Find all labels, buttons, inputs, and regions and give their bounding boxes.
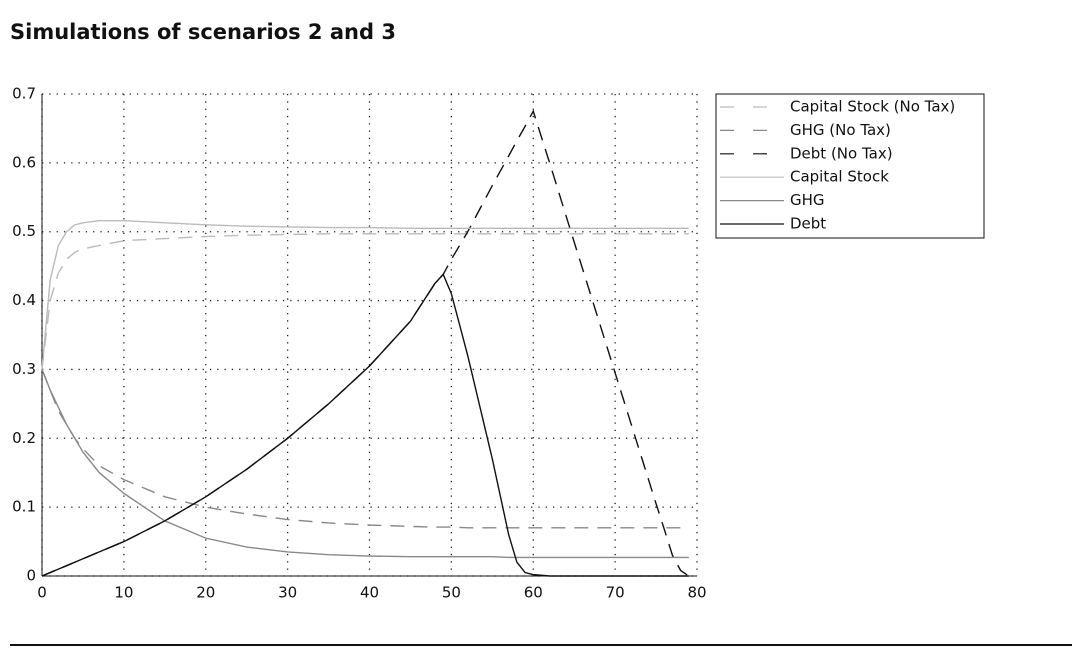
x-tick-label: 20: [196, 584, 215, 602]
x-tick-label: 80: [687, 584, 706, 602]
legend-label: GHG (No Tax): [790, 121, 891, 139]
y-tick-label: 0: [26, 567, 36, 585]
series-line: [41, 369, 689, 559]
y-tick-label: 0.3: [12, 360, 36, 378]
x-tick-label: 10: [114, 584, 133, 602]
x-tick-label: 0: [37, 584, 47, 602]
y-tick-label: 0.5: [12, 222, 36, 240]
x-tick-label: 50: [442, 584, 461, 602]
legend-label: Capital Stock: [790, 168, 889, 186]
x-tick-label: 60: [524, 584, 543, 602]
series-line: [41, 273, 689, 577]
x-tick-label: 30: [278, 584, 297, 602]
y-tick-label: 0.7: [12, 85, 36, 103]
legend-box: [715, 93, 985, 239]
series-line: [41, 219, 689, 370]
legend-label: Debt (No Tax): [790, 144, 893, 162]
legend-label: GHG: [790, 191, 825, 209]
legend-label: Debt: [790, 215, 826, 233]
y-tick-label: 0.2: [12, 429, 36, 447]
x-tick-label: 70: [606, 584, 625, 602]
series-line: [41, 369, 689, 529]
series-line: [41, 109, 690, 577]
chart-title: Simulations of scenarios 2 and 3: [10, 20, 396, 44]
y-tick-label: 0.6: [12, 153, 36, 171]
legend-label: Capital Stock (No Tax): [790, 98, 955, 116]
y-tick-label: 0.1: [12, 498, 36, 516]
y-tick-label: 0.4: [12, 291, 36, 309]
x-tick-label: 40: [360, 584, 379, 602]
series-line: [41, 233, 689, 370]
